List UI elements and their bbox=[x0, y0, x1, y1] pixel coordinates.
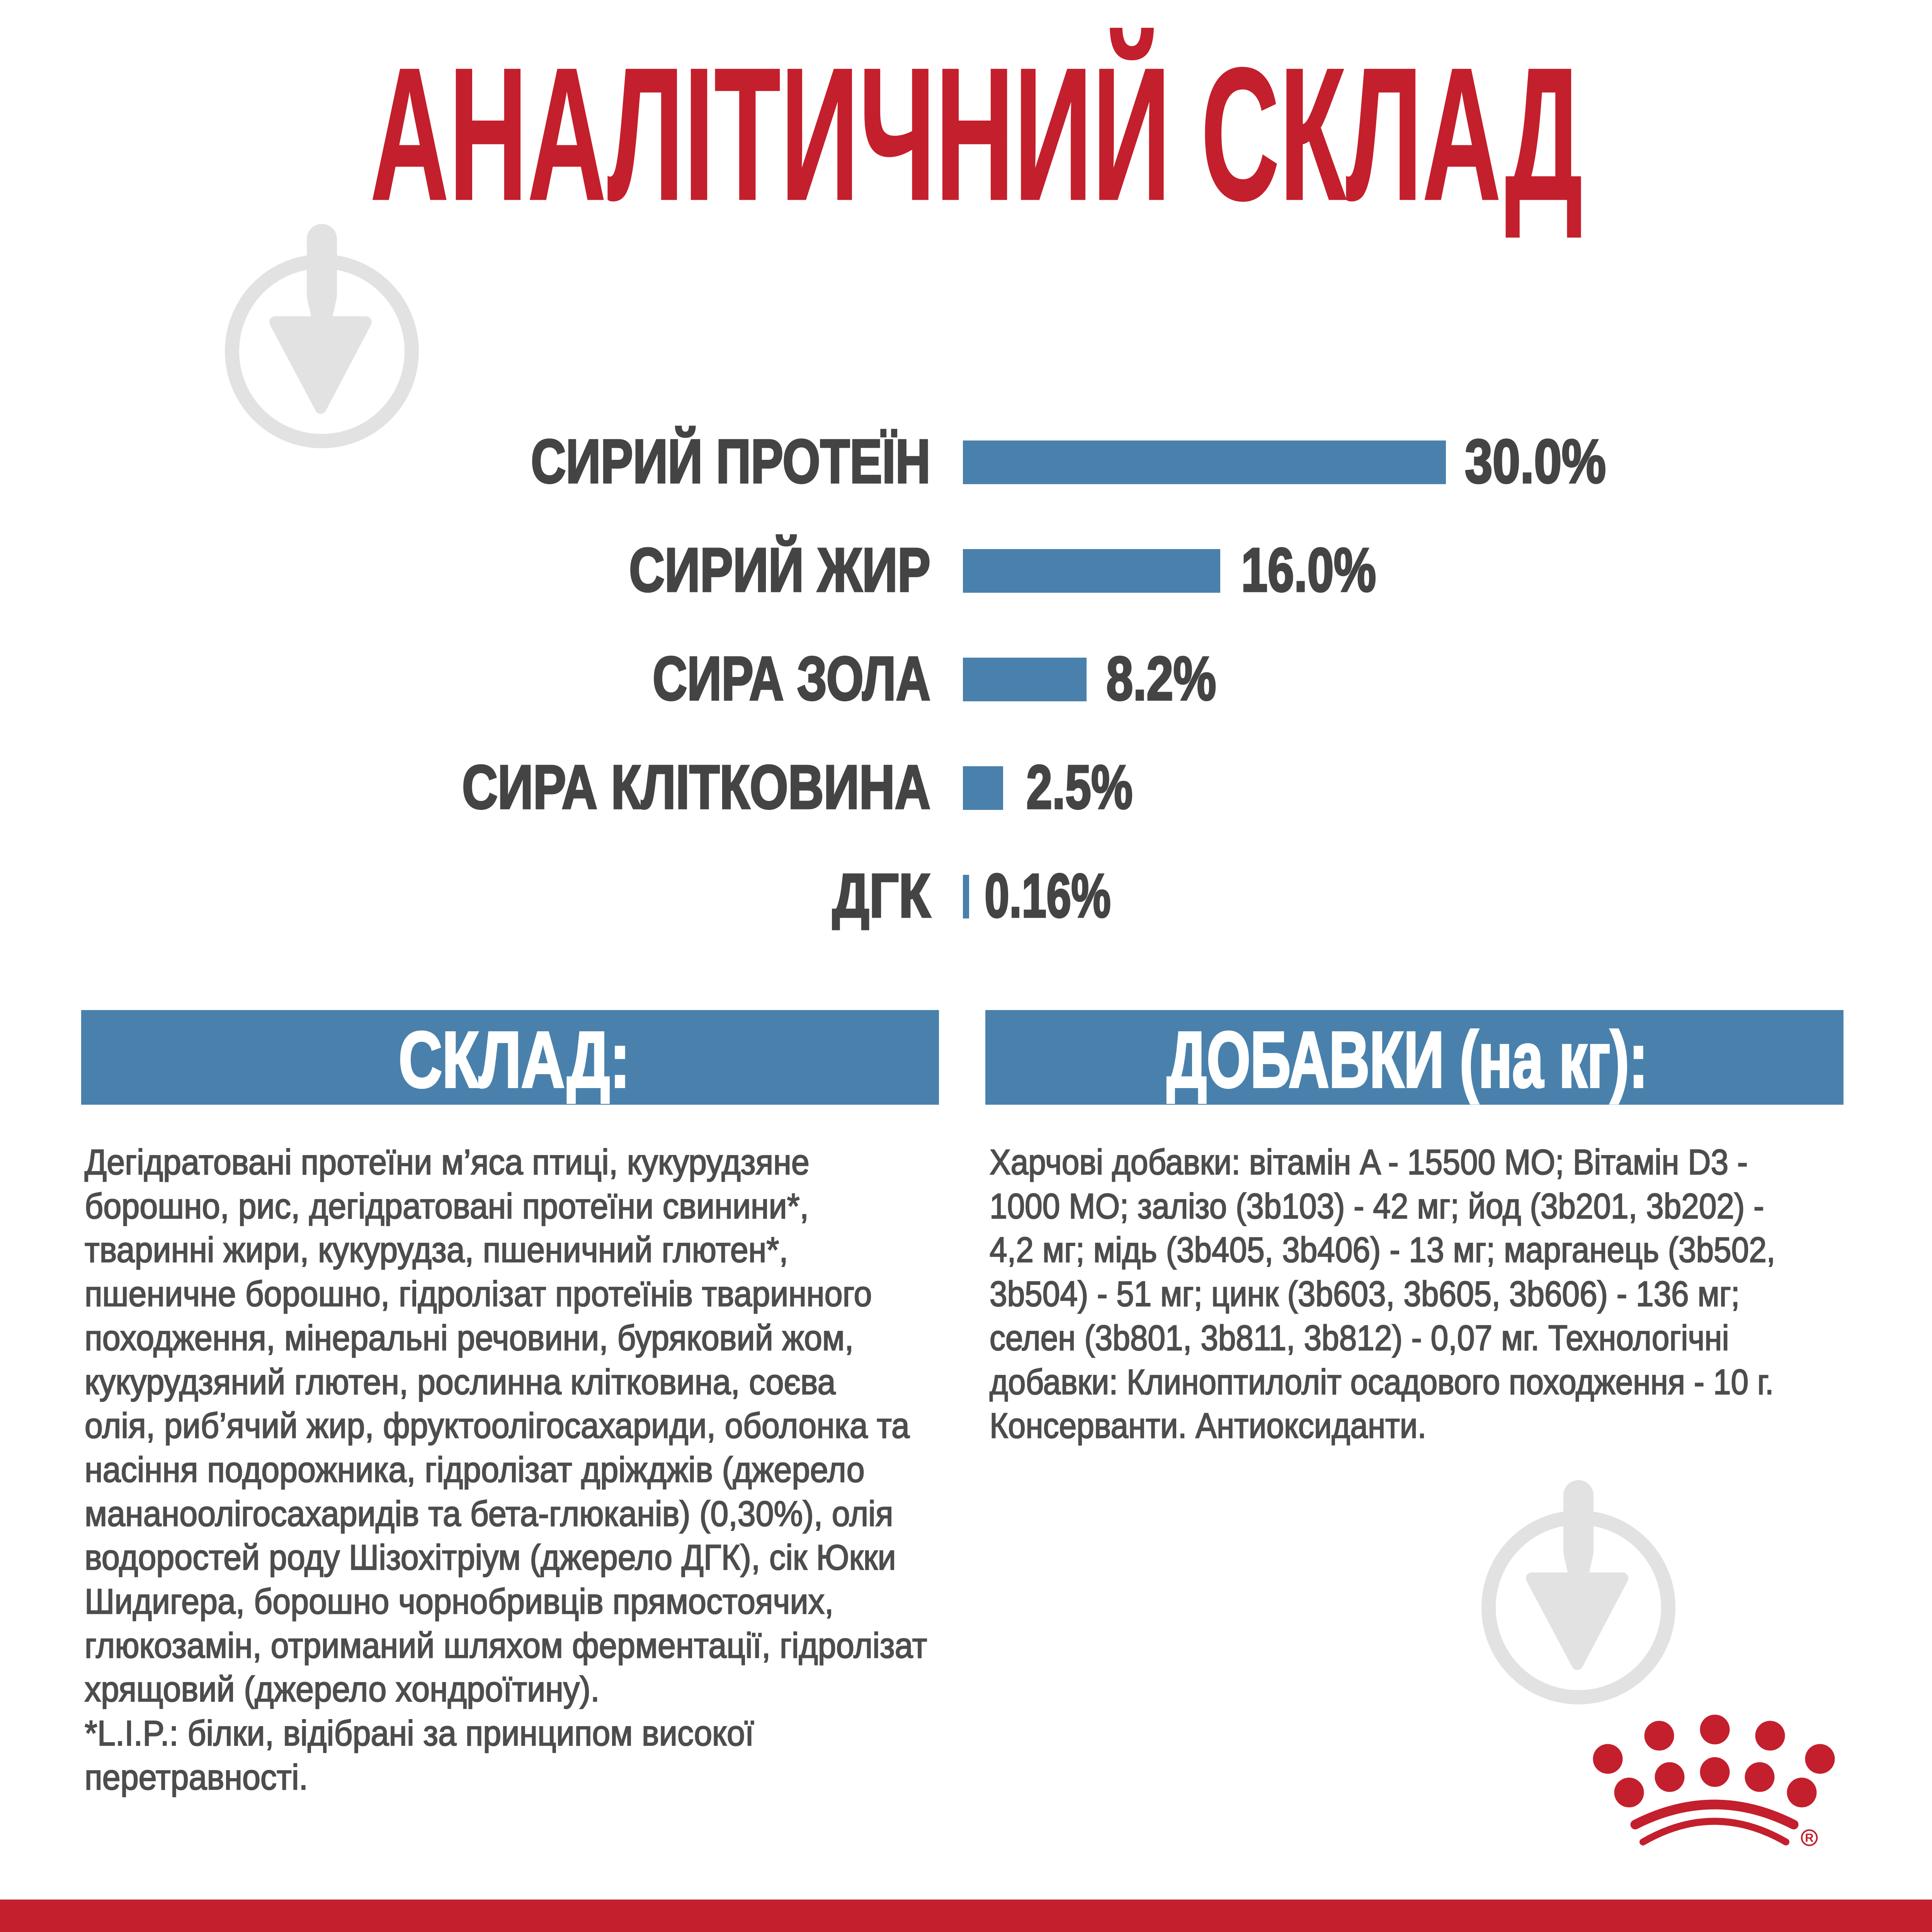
svg-text:R: R bbox=[1805, 1831, 1813, 1845]
